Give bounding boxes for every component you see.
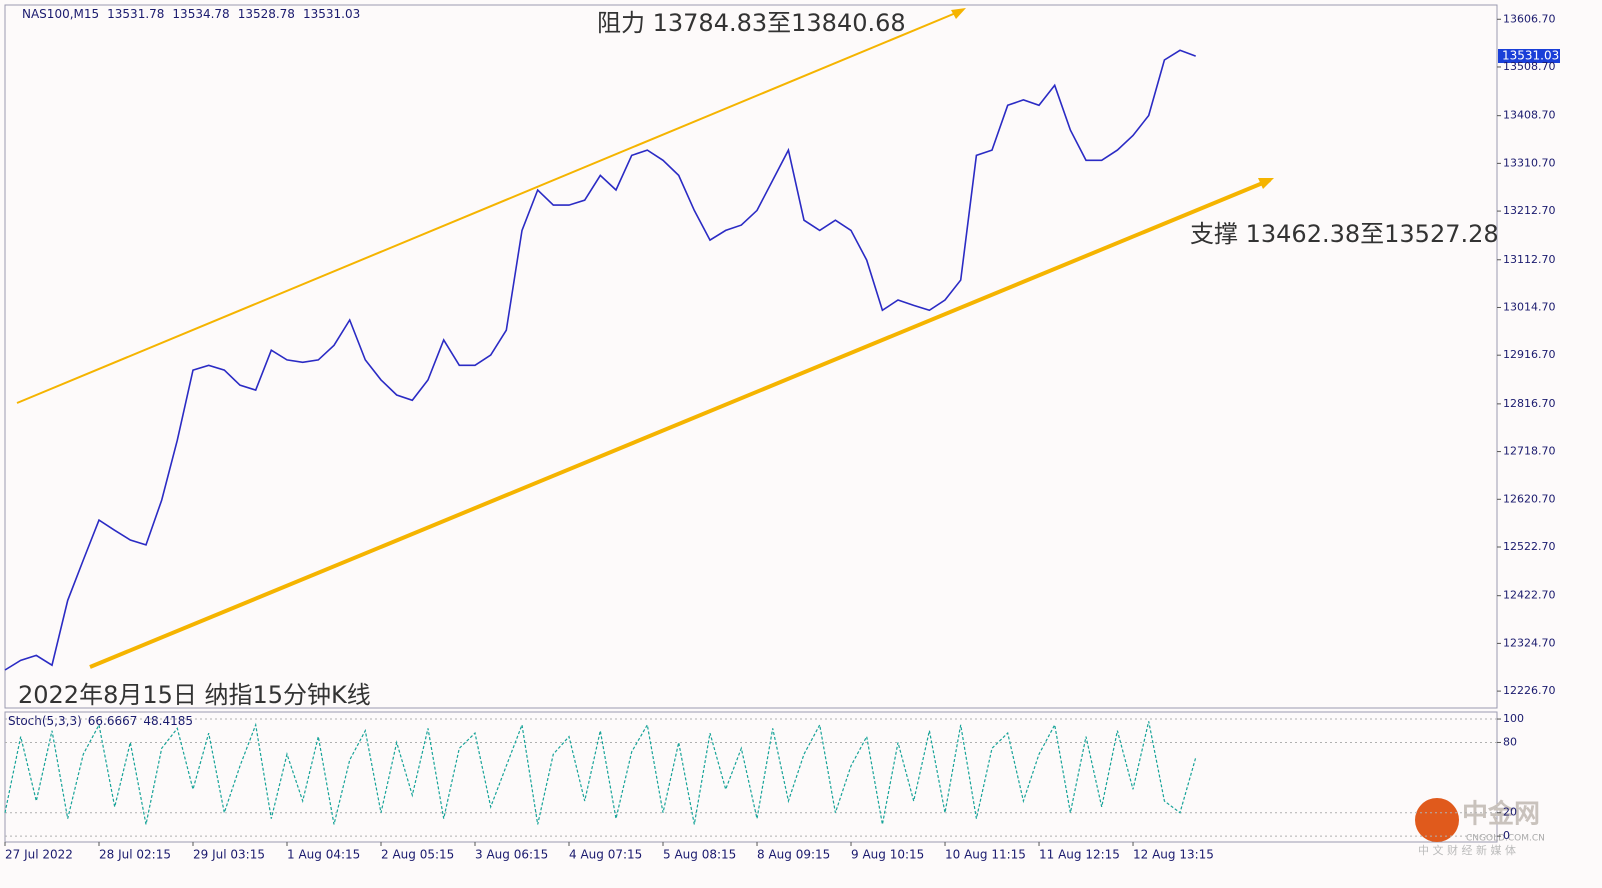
y-tick-label: 12324.70: [1503, 636, 1556, 649]
header-part: 48.4185: [143, 714, 193, 728]
current-price: 13531.03: [1502, 49, 1559, 63]
stoch-panel: [4, 711, 1498, 843]
x-tick-label: 11 Aug 12:15: [1039, 848, 1120, 862]
price-line: [4, 49, 1196, 671]
y-tick-label: 13508.70: [1503, 60, 1556, 73]
y-tick-label: 12522.70: [1503, 540, 1556, 553]
y-tick-label: 12226.70: [1503, 684, 1556, 697]
x-tick-label: 3 Aug 06:15: [475, 848, 548, 862]
header-part: 13531.78: [107, 7, 164, 21]
y-tick-label: 13112.70: [1503, 253, 1556, 266]
x-tick-label: 28 Jul 02:15: [99, 848, 171, 862]
support-line: [89, 178, 1271, 669]
caption: 2022年8月15日 纳指15分钟K线: [18, 681, 371, 709]
x-tick-label: 4 Aug 07:15: [569, 848, 642, 862]
y-tick-label: 80: [1503, 735, 1517, 748]
y-tick-label: 13212.70: [1503, 204, 1556, 217]
x-tick-label: 29 Jul 03:15: [193, 848, 265, 862]
resistance-note: 阻力 13784.83至13840.68: [597, 9, 906, 37]
x-tick-label: 12 Aug 13:15: [1133, 848, 1214, 862]
support-note: 支撑 13462.38至13527.28: [1190, 220, 1499, 248]
y-tick-label: 13014.70: [1503, 300, 1556, 313]
logo-icon: [1415, 798, 1459, 842]
y-tick-label: 12718.70: [1503, 445, 1556, 458]
price-panel: [4, 4, 1498, 709]
y-tick-label: 20: [1503, 806, 1517, 819]
header-part: Stoch(5,3,3): [8, 714, 82, 728]
arrow: [1258, 178, 1274, 189]
y-tick-label: 100: [1503, 712, 1524, 725]
x-tick-label: 1 Aug 04:15: [287, 848, 360, 862]
price-box: [1498, 49, 1560, 63]
resistance-line: [16, 9, 964, 404]
header-part: 13534.78: [172, 7, 229, 21]
indicator-label: Stoch(5,3,3) 66.6667 48.4185: [8, 714, 193, 728]
y-tick-label: 13408.70: [1503, 109, 1556, 122]
logo-domain: CNGOLD.COM.CN: [1466, 834, 1545, 844]
arrow: [951, 8, 966, 19]
y-tick-label: 0: [1503, 829, 1510, 842]
y-tick-label: 12916.70: [1503, 348, 1556, 361]
logo-slogan: 中 文 财 经 新 媒 体: [1418, 843, 1516, 857]
y-tick-label: 12422.70: [1503, 589, 1556, 602]
header: NAS100,M15 13531.78 13534.78 13528.78 13531.…: [22, 7, 360, 21]
x-tick-label: 27 Jul 2022: [5, 848, 73, 862]
x-tick-label: 5 Aug 08:15: [663, 848, 736, 862]
x-tick-label: 10 Aug 11:15: [945, 848, 1026, 862]
y-tick-label: 12816.70: [1503, 397, 1556, 410]
header-part: NAS100,M15: [22, 7, 99, 21]
stoch-line: [4, 721, 1197, 825]
x-tick-label: 9 Aug 10:15: [851, 848, 924, 862]
x-tick-label: 8 Aug 09:15: [757, 848, 830, 862]
logo-name: 中金网: [1462, 799, 1540, 830]
header-part: 13531.03: [303, 7, 360, 21]
x-tick-label: 2 Aug 05:15: [381, 848, 454, 862]
y-tick-label: 13606.70: [1503, 12, 1556, 25]
header-part: 13528.78: [238, 7, 295, 21]
y-tick-label: 13310.70: [1503, 156, 1556, 169]
header-part: 66.6667: [88, 714, 138, 728]
y-tick-label: 12620.70: [1503, 492, 1556, 505]
